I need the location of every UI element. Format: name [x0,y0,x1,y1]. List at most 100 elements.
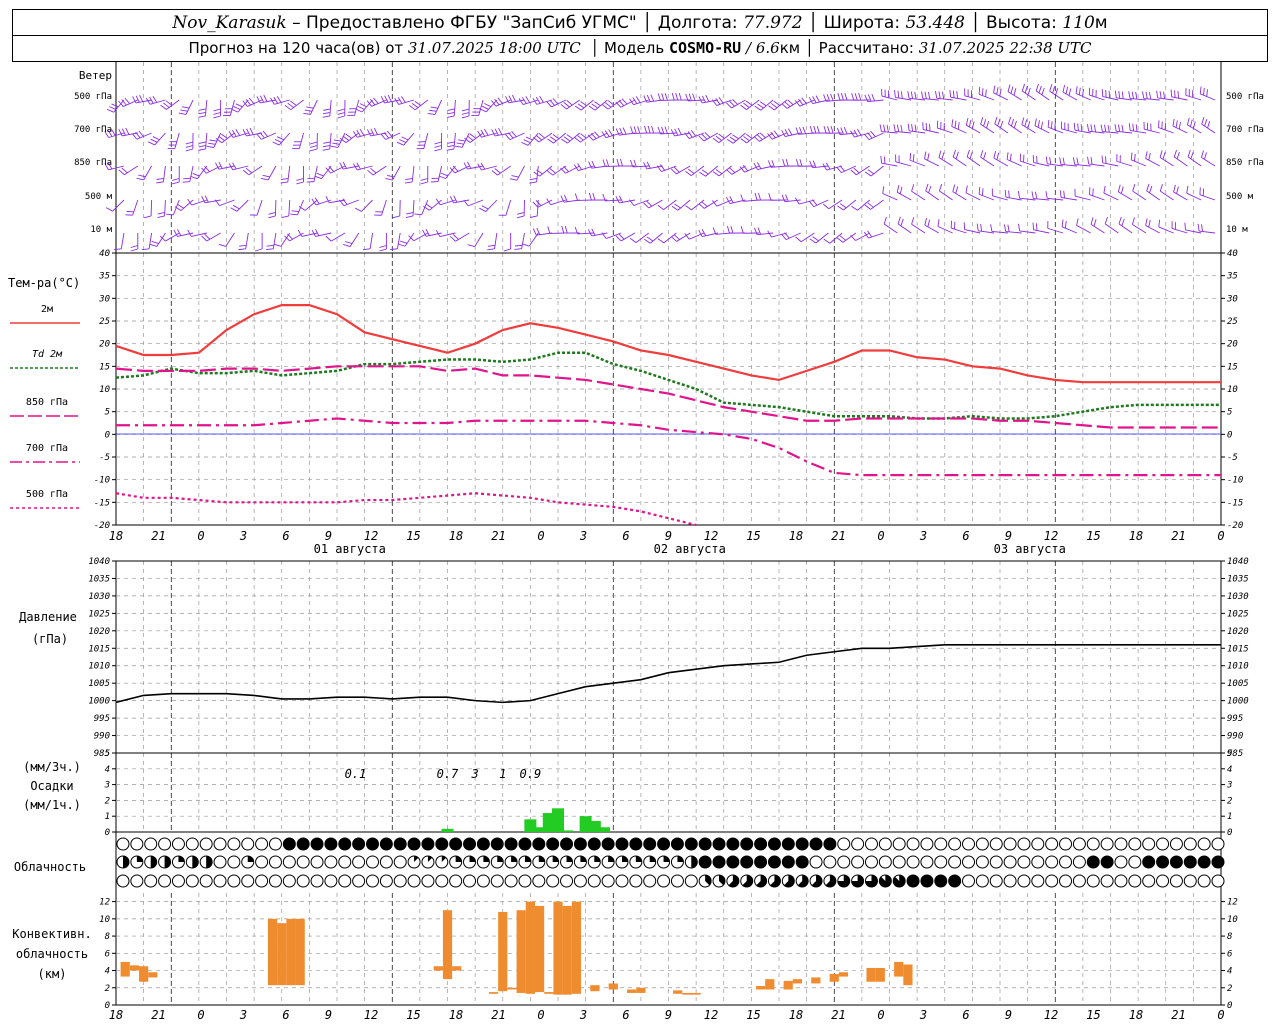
wind-barb [801,97,807,104]
wind-barb [298,206,306,211]
wind-barb [698,96,703,104]
wind-barb [742,164,749,172]
wind-barb [182,181,190,183]
wind-barb [248,165,263,176]
wind-barb [1088,163,1105,167]
wind-barb [505,96,510,104]
wind-barb [670,129,675,137]
wind-barb [1035,223,1038,231]
wind-barb [508,99,525,104]
wind-barb [401,136,409,141]
cloud-symbol [1072,855,1086,869]
wind-barb [692,93,696,101]
wind-barb [152,136,160,141]
cloud-fill [740,856,753,868]
wind-barb [684,132,690,139]
wind-barb [165,232,180,242]
hour-label-bottom: 12 [1044,1008,1058,1022]
wind-barb [574,193,578,201]
wind-barb [511,130,517,138]
wind-barb [771,160,775,168]
wind-barb [231,108,239,113]
cloud-symbol [934,837,948,851]
cloud-fill [825,875,836,888]
wind-barb [937,219,940,227]
wind-barb [732,132,746,144]
wind-barb [684,233,690,240]
cloud-layer [116,837,1225,888]
wind-barb [949,89,952,98]
cloud-symbol [365,874,379,888]
wind-barb [369,232,374,249]
wind-barb [800,232,815,243]
wind-barb [767,160,772,168]
prec-ytick-label: 3 [104,781,110,791]
wind-barb [828,199,843,210]
wind-barb [577,135,584,141]
wind-barb [198,108,207,111]
wind-barb [1035,191,1038,199]
cloud-fill [934,875,947,887]
cloud-fill [150,856,157,868]
wind-barb [577,103,585,109]
wind-barb [1171,96,1188,101]
wind-barb [813,125,817,134]
wind-barb [1074,129,1091,134]
wind-barb [289,232,304,242]
wind-barb [760,99,774,111]
wind-barb [149,99,166,105]
wind-barb [1017,190,1021,199]
wind-barb [726,226,730,234]
hour-label-bottom: 0 [877,1008,884,1022]
wind-barb [1061,128,1078,134]
hour-label-mid: 9 [1005,529,1012,543]
wind-barb [1163,91,1166,99]
wind-barb [704,132,711,138]
cloud-symbol [296,855,310,869]
wind-barb [895,161,912,167]
hour-label-bottom: 6 [282,1008,289,1022]
cloud-fill [851,875,864,888]
wind-barb [1203,152,1207,160]
wind-barb [316,172,324,177]
wind-barb [1114,90,1117,98]
hour-label-bottom: 6 [622,1008,629,1022]
wind-barb [221,133,228,139]
wind-barb [143,165,153,181]
wind-barb [644,125,648,134]
wind-barb [674,203,681,209]
cloud-fill [1184,856,1197,868]
wind-barb [881,131,898,134]
temp-title: Тем-ра(°С) [8,276,80,290]
wind-barb [504,133,511,140]
wind-barb [651,125,655,134]
wind-barb [516,215,525,219]
wind-barb [132,96,137,104]
wind-barb [187,229,192,237]
wind-barb [453,99,456,116]
wind-barb [539,96,544,103]
wind-barb [839,203,847,209]
wind-barb [1160,190,1174,201]
pres-ytick-label: 985 [94,749,110,759]
cloud-symbol [837,855,851,869]
cloud-symbol [379,855,393,869]
wind-barb [921,91,924,99]
conv-bar [571,901,582,994]
wind-barb [836,166,842,173]
cloud-fill [394,838,407,850]
wind-barb [954,120,957,128]
wind-title: Ветер [79,69,112,82]
wind-barb [1203,87,1205,96]
wind-barb [339,137,347,143]
wind-barb [1008,190,1010,198]
wind-barb [256,96,261,104]
wind-barb [522,243,530,247]
hour-label-mid: 21 [1171,529,1185,543]
wind-barb [1080,124,1083,132]
wind-barb [1131,91,1134,99]
cloud-fill [1198,856,1211,868]
wind-barb [1013,88,1017,96]
wind-barb [384,95,389,103]
wind-barb [607,100,615,106]
